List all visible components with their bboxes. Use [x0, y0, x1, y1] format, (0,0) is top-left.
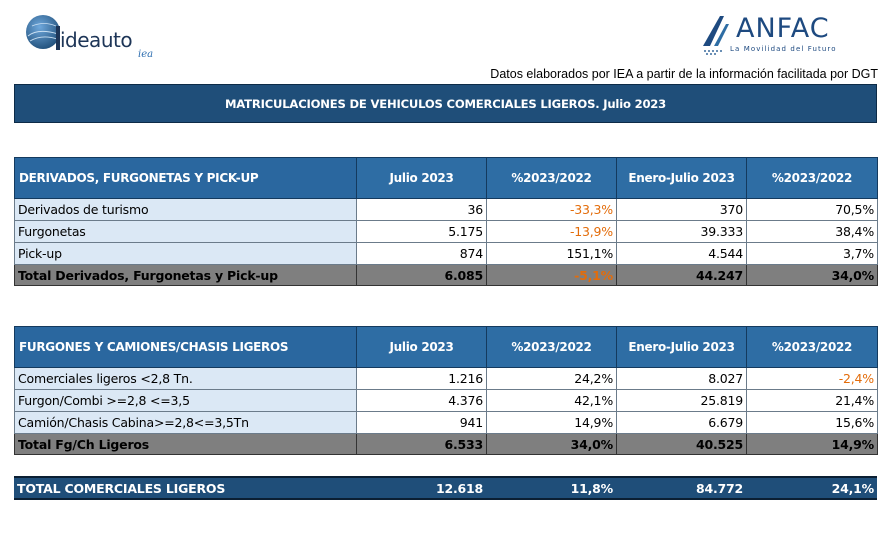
column-header-ytd: Enero-Julio 2023 — [616, 326, 747, 368]
total-month-change: 34,0% — [486, 433, 617, 455]
source-note: Datos elaborados por IEA a partir de la … — [490, 67, 878, 81]
total-month-change: -5,1% — [486, 264, 617, 286]
grand-total-label: TOTAL COMERCIALES LIGEROS — [14, 476, 356, 500]
row-label: Derivados de turismo — [14, 198, 357, 221]
table-row: Furgonetas 5.175 -13,9% 39.333 38,4% — [14, 220, 878, 243]
cell-month-change: 42,1% — [486, 389, 617, 412]
total-label: Total Fg/Ch Ligeros — [14, 433, 357, 455]
total-month: 6.533 — [356, 433, 487, 455]
ideauto-wordmark: ideauto — [60, 28, 133, 52]
column-header-month-change: %2023/2022 — [486, 326, 617, 368]
cell-month-change: 24,2% — [486, 367, 617, 390]
cell-ytd-change: 3,7% — [746, 242, 878, 265]
total-ytd-change: 34,0% — [746, 264, 878, 286]
grand-total-ytd-change: 24,1% — [746, 476, 877, 500]
cell-ytd: 6.679 — [616, 411, 747, 434]
table-row: Furgon/Combi >=2,8 <=3,5 4.376 42,1% 25.… — [14, 389, 878, 412]
column-header-ytd-change: %2023/2022 — [746, 157, 878, 199]
cell-ytd-change: 38,4% — [746, 220, 878, 243]
anfac-chevron-icon — [703, 16, 729, 55]
cell-ytd-change: 21,4% — [746, 389, 878, 412]
row-label: Pick-up — [14, 242, 357, 265]
column-header-month-change: %2023/2022 — [486, 157, 617, 199]
cell-ytd: 370 — [616, 198, 747, 221]
cell-month-change: 151,1% — [486, 242, 617, 265]
grand-total-ytd: 84.772 — [616, 476, 746, 500]
column-header-month: Julio 2023 — [356, 157, 487, 199]
cell-month-change: -13,9% — [486, 220, 617, 243]
column-header-ytd-change: %2023/2022 — [746, 326, 878, 368]
anfac-wordmark: ANFAC — [736, 13, 830, 44]
table-row: Comerciales ligeros <2,8 Tn. 1.216 24,2%… — [14, 367, 878, 390]
table-header-row: FURGONES Y CAMIONES/CHASIS LIGEROS Julio… — [14, 326, 878, 368]
ideauto-logo: ideauto iea — [24, 12, 164, 62]
row-label: Camión/Chasis Cabina>=2,8<=3,5Tn — [14, 411, 357, 434]
cell-ytd: 25.819 — [616, 389, 747, 412]
cell-ytd-change: 70,5% — [746, 198, 878, 221]
furgones-table: FURGONES Y CAMIONES/CHASIS LIGEROS Julio… — [14, 326, 878, 455]
cell-month: 874 — [356, 242, 487, 265]
derivados-table: DERIVADOS, FURGONETAS Y PICK-UP Julio 20… — [14, 157, 878, 286]
cell-month-change: -33,3% — [486, 198, 617, 221]
cell-month: 1.216 — [356, 367, 487, 390]
total-ytd-change: 14,9% — [746, 433, 878, 455]
cell-month-change: 14,9% — [486, 411, 617, 434]
cell-ytd: 8.027 — [616, 367, 747, 390]
grand-total-month-change: 11,8% — [486, 476, 616, 500]
total-row: Total Fg/Ch Ligeros 6.533 34,0% 40.525 1… — [14, 433, 878, 455]
table-header-row: DERIVADOS, FURGONETAS Y PICK-UP Julio 20… — [14, 157, 878, 199]
row-label: Comerciales ligeros <2,8 Tn. — [14, 367, 357, 390]
table-row: Pick-up 874 151,1% 4.544 3,7% — [14, 242, 878, 265]
report-title: MATRICULACIONES DE VEHICULOS COMERCIALES… — [14, 84, 877, 123]
cell-ytd: 4.544 — [616, 242, 747, 265]
total-month: 6.085 — [356, 264, 487, 286]
total-row: Total Derivados, Furgonetas y Pick-up 6.… — [14, 264, 878, 286]
ideauto-subtext: iea — [138, 49, 154, 60]
section-header: FURGONES Y CAMIONES/CHASIS LIGEROS — [14, 326, 357, 368]
anfac-logo: ANFAC La Movilidad del Futuro — [700, 12, 840, 58]
grand-total-table: TOTAL COMERCIALES LIGEROS 12.618 11,8% 8… — [14, 476, 877, 500]
ideauto-globe-icon — [26, 15, 60, 50]
grand-total-row: TOTAL COMERCIALES LIGEROS 12.618 11,8% 8… — [14, 476, 877, 500]
cell-ytd-change: -2,4% — [746, 367, 878, 390]
cell-ytd-change: 15,6% — [746, 411, 878, 434]
total-ytd: 40.525 — [616, 433, 747, 455]
grand-total-month: 12.618 — [356, 476, 486, 500]
cell-month: 4.376 — [356, 389, 487, 412]
cell-month: 5.175 — [356, 220, 487, 243]
total-label: Total Derivados, Furgonetas y Pick-up — [14, 264, 357, 286]
table-row: Camión/Chasis Cabina>=2,8<=3,5Tn 941 14,… — [14, 411, 878, 434]
row-label: Furgonetas — [14, 220, 357, 243]
column-header-ytd: Enero-Julio 2023 — [616, 157, 747, 199]
table-row: Derivados de turismo 36 -33,3% 370 70,5% — [14, 198, 878, 221]
cell-ytd: 39.333 — [616, 220, 747, 243]
total-ytd: 44.247 — [616, 264, 747, 286]
anfac-tagline: La Movilidad del Futuro — [730, 45, 837, 53]
cell-month: 941 — [356, 411, 487, 434]
cell-month: 36 — [356, 198, 487, 221]
column-header-month: Julio 2023 — [356, 326, 487, 368]
row-label: Furgon/Combi >=2,8 <=3,5 — [14, 389, 357, 412]
section-header: DERIVADOS, FURGONETAS Y PICK-UP — [14, 157, 357, 199]
